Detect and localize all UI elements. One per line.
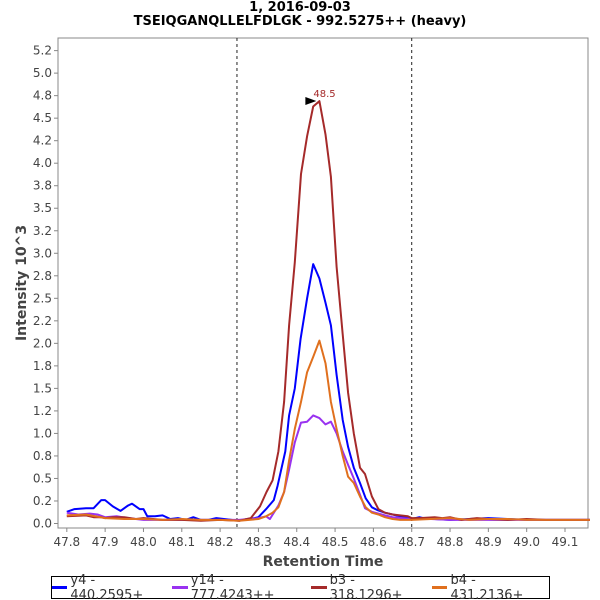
plot-area [57, 37, 589, 529]
x-tick-label: 47.8 [53, 535, 80, 549]
y-tick-label: 0.2 [33, 494, 52, 508]
legend-item[interactable]: b4 - 431.2136+ [432, 573, 549, 600]
chart-subtitle: TSEIQGANQLLELFDLGK - 992.5275++ (heavy) [133, 14, 467, 29]
x-tick-label: 48.8 [437, 535, 464, 549]
series-line-b4 [66, 339, 590, 522]
chart-title: 1, 2016-09-03 [249, 0, 351, 15]
y-tick-label: 2.8 [33, 269, 52, 283]
y-tick-label: 4.5 [33, 111, 52, 125]
peak-marker-icon [305, 97, 317, 106]
y-tick-label: 3.2 [33, 224, 52, 238]
y-tick-label: 4.8 [33, 89, 52, 103]
legend: y4 - 440.2595+ y14 - 777.4243++ b3 - 318.1… [51, 573, 550, 600]
y-tick-label: 0.0 [33, 516, 52, 530]
x-tick-label: 48.0 [130, 535, 157, 549]
legend-item[interactable]: y4 - 440.2595+ [52, 573, 168, 600]
x-tick-label: 48.2 [207, 535, 234, 549]
x-tick-label: 48.4 [283, 535, 310, 549]
x-tick-label: 48.1 [168, 535, 195, 549]
legend-item[interactable]: b3 - 318.1296+ [311, 573, 428, 600]
peak-label: 48.5 [313, 89, 335, 100]
y-tick-label: 4.2 [33, 134, 52, 148]
x-tick-label: 48.5 [322, 535, 349, 549]
x-tick-label: 48.7 [398, 535, 425, 549]
y-tick-label: 0.5 [33, 471, 52, 485]
y-tick-label: 1.5 [33, 381, 52, 395]
y-axis-label: Intensity 10^3 [14, 225, 30, 341]
x-tick-label: 48.3 [245, 535, 272, 549]
y-tick-label: 1.0 [33, 426, 52, 440]
y-tick-label: 2.0 [33, 336, 52, 350]
legend-label: b3 - 318.1296+ [329, 572, 403, 600]
y-tick-label: 2.2 [33, 314, 52, 328]
legend-swatch [52, 586, 68, 589]
y-tick-label: 5.0 [33, 66, 52, 80]
x-tick-label: 49.0 [513, 535, 540, 549]
x-tick-label: 48.9 [475, 535, 502, 549]
y-tick-label: 3.5 [33, 201, 52, 215]
legend-label: b4 - 431.2136+ [450, 572, 524, 600]
legend-item[interactable]: y14 - 777.4243++ [172, 573, 307, 600]
y-tick-label: 5.2 [33, 44, 52, 58]
y-tick-label: 3.8 [33, 179, 52, 193]
y-tick-label: 1.2 [33, 404, 52, 418]
y-tick-label: 2.5 [33, 291, 52, 305]
x-tick-label: 48.6 [360, 535, 387, 549]
legend-swatch [432, 586, 448, 589]
x-tick-label: 49.1 [552, 535, 579, 549]
y-tick-label: 3.0 [33, 246, 52, 260]
x-tick-label: 47.9 [92, 535, 119, 549]
x-axis-label: Retention Time [263, 554, 384, 570]
legend-swatch [311, 586, 327, 589]
legend-label: y4 - 440.2595+ [70, 572, 144, 600]
legend-label: y14 - 777.4243++ [190, 572, 275, 600]
y-tick-label: 1.8 [33, 359, 52, 373]
legend-swatch [172, 586, 188, 589]
y-tick-label: 0.8 [33, 449, 52, 463]
y-tick-label: 4.0 [33, 156, 52, 170]
